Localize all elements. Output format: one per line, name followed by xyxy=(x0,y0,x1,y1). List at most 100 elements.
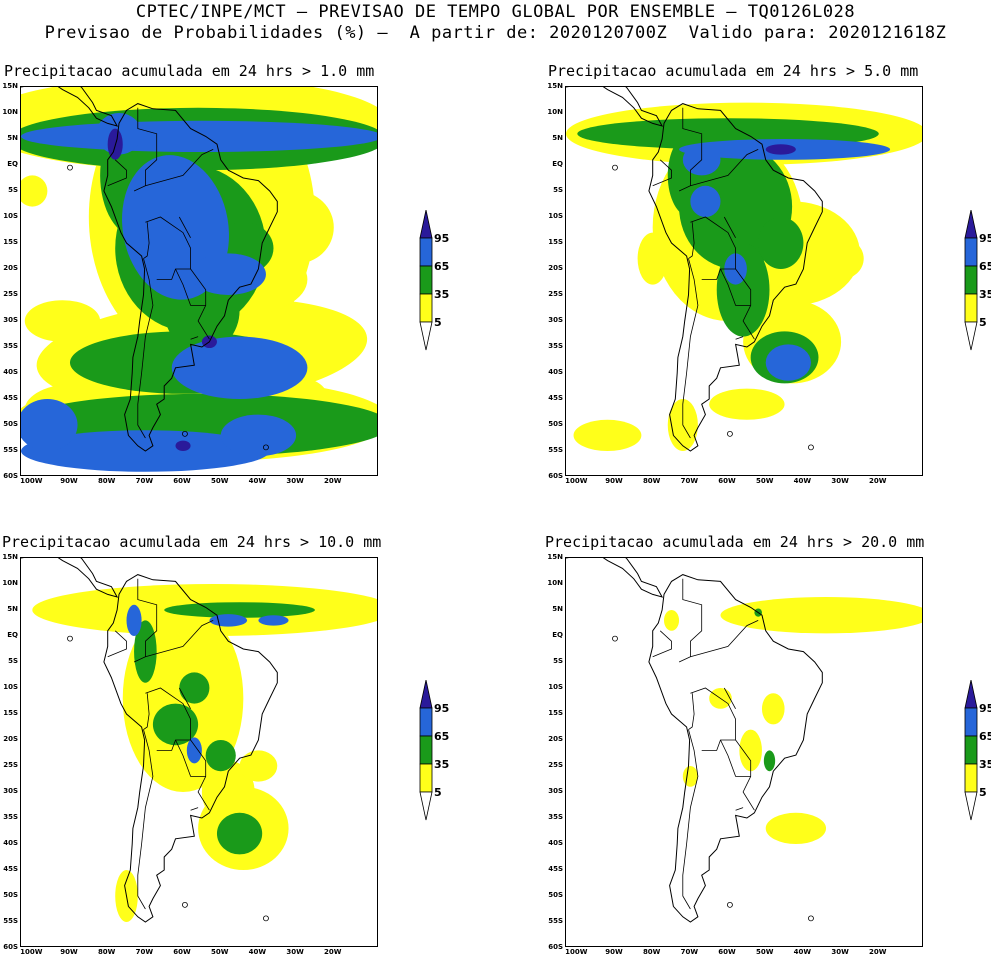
longitude-label: 30W xyxy=(831,477,849,485)
latitude-label: 35S xyxy=(3,342,18,350)
latitude-label: 15N xyxy=(547,553,563,561)
country-border xyxy=(688,693,695,730)
longitude-label: 70W xyxy=(135,477,154,485)
country-border xyxy=(175,739,206,777)
latitude-label: EQ xyxy=(552,631,563,639)
probability-area xyxy=(216,812,263,855)
legend-colorbar xyxy=(964,209,978,351)
island xyxy=(263,444,269,451)
latitude-label: 30S xyxy=(548,316,563,324)
latitude-label: 60S xyxy=(3,472,18,480)
latitude-label: 25S xyxy=(3,761,18,769)
island xyxy=(727,901,733,908)
legend-label: 35 xyxy=(434,288,450,301)
latitude-label: 45S xyxy=(548,865,563,873)
country-border xyxy=(688,222,695,259)
island xyxy=(727,430,733,437)
longitude-label: 80W xyxy=(642,948,661,956)
latitude-label: 15S xyxy=(548,238,563,246)
longitude-label: 20W xyxy=(869,948,887,956)
latitude-label: 15N xyxy=(2,82,18,90)
latitude-label: 30S xyxy=(3,316,18,324)
legend-label: 35 xyxy=(979,758,991,771)
latitude-label: 20S xyxy=(548,735,563,743)
latitude-label: 55S xyxy=(548,917,563,925)
panel-4-legend: 95 65 35 5 xyxy=(963,679,991,825)
latitude-label: 55S xyxy=(3,917,18,925)
probability-area xyxy=(175,440,191,451)
legend-swatch-p35 xyxy=(964,265,978,295)
longitude-label: 100W xyxy=(565,477,588,485)
latitude-label: 55S xyxy=(3,446,18,454)
precipitation-map xyxy=(21,558,377,923)
longitude-label: 60W xyxy=(173,477,191,485)
latitude-label: 5S xyxy=(553,657,563,665)
country-border xyxy=(21,87,119,127)
country-border xyxy=(143,693,150,730)
probability-area xyxy=(126,604,142,636)
panel-1-title: Precipitacao acumulada em 24 hrs > 1.0 m… xyxy=(4,62,375,80)
island xyxy=(182,430,188,437)
latitude-label: 5N xyxy=(7,605,18,613)
latitude-label: 10N xyxy=(547,579,563,587)
longitude-label: 100W xyxy=(20,948,43,956)
coastline xyxy=(103,574,278,923)
probability-area xyxy=(258,615,289,626)
probability-area xyxy=(201,760,255,824)
panel-3-map xyxy=(20,557,378,947)
main-subtitle: Previsao de Probabilidades (%) – A parti… xyxy=(44,23,947,43)
country-border xyxy=(678,620,759,663)
country-border xyxy=(178,216,191,238)
latitude-label: 40S xyxy=(548,368,563,376)
latitude-label: 5S xyxy=(8,657,18,665)
probability-area xyxy=(205,740,236,772)
longitude-label: 70W xyxy=(135,948,154,956)
probability-area xyxy=(21,175,48,207)
island xyxy=(612,635,618,642)
latitude-label: 60S xyxy=(548,472,563,480)
panel-2-map xyxy=(565,86,923,476)
longitude-label: 30W xyxy=(286,477,304,485)
longitude-label: 80W xyxy=(97,477,116,485)
country-border xyxy=(735,336,744,340)
country-border xyxy=(133,620,214,663)
country-border xyxy=(566,87,664,127)
probability-area xyxy=(186,737,202,764)
latitude-label: 45S xyxy=(3,394,18,402)
latitude-label: 50S xyxy=(3,891,18,899)
legend-label: 65 xyxy=(434,730,450,743)
panel-2-title: Precipitacao acumulada em 24 hrs > 5.0 m… xyxy=(548,62,919,80)
latitude-label: 45S xyxy=(548,394,563,402)
legend-swatch-p95 xyxy=(419,209,433,239)
country-border xyxy=(107,630,127,658)
country-border xyxy=(190,807,199,811)
main-title: CPTEC/INPE/MCT – PREVISAO DE TEMPO GLOBA… xyxy=(135,2,856,22)
legend-swatch-p95 xyxy=(419,679,433,709)
probability-area xyxy=(220,414,297,457)
probability-area xyxy=(573,419,642,451)
latitude-label: EQ xyxy=(7,160,18,168)
longitude-label: 20W xyxy=(869,477,887,485)
probability-area xyxy=(171,336,308,399)
legend-swatch-p65 xyxy=(419,237,433,267)
island xyxy=(67,164,73,171)
panel-1-legend: 95 65 35 5 xyxy=(418,209,478,355)
legend-swatch-p5 xyxy=(964,293,978,323)
probability-area xyxy=(765,144,796,155)
probability-area xyxy=(765,812,827,844)
country-border xyxy=(156,268,191,280)
latitude-label: 15N xyxy=(547,82,563,90)
latitude-label: 10S xyxy=(548,683,563,691)
probability-area xyxy=(682,766,698,787)
country-border xyxy=(566,558,664,598)
probability-area xyxy=(239,750,278,782)
latitude-label: 20S xyxy=(3,735,18,743)
panel-3-legend: 95 65 35 5 xyxy=(418,679,478,825)
legend-label: 5 xyxy=(979,786,987,799)
legend-swatch-below xyxy=(964,321,978,351)
probability-area xyxy=(21,120,377,152)
island xyxy=(263,915,269,922)
probability-area xyxy=(179,672,210,704)
country-border xyxy=(682,729,699,910)
latitude-label: 10N xyxy=(2,579,18,587)
